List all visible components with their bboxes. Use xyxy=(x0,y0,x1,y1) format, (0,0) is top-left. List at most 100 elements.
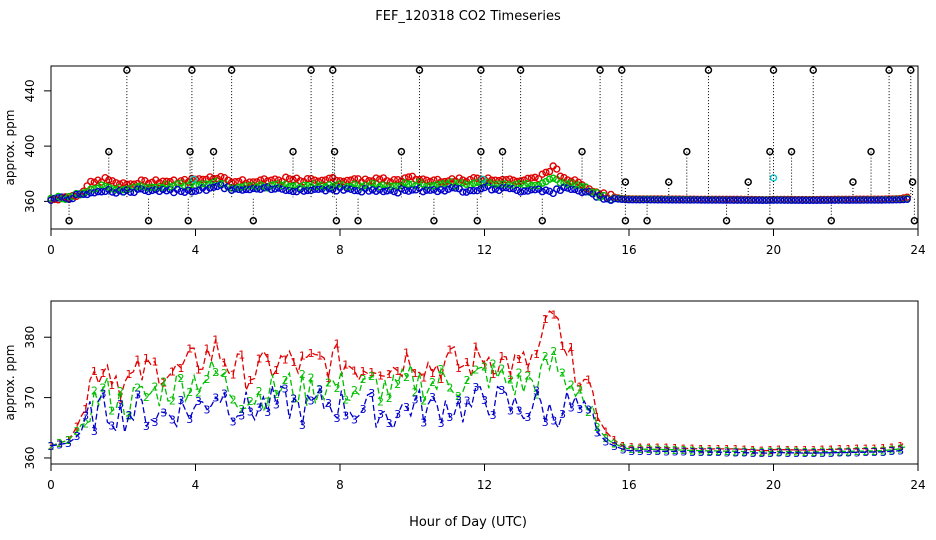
series-marker-3: 3 xyxy=(178,394,185,407)
series-marker-1: 1 xyxy=(568,341,575,354)
series-line-3 xyxy=(50,385,906,454)
data-point xyxy=(553,165,561,173)
data-point xyxy=(220,184,229,193)
data-point xyxy=(889,196,897,204)
series-marker-1: 1 xyxy=(507,369,514,382)
data-point xyxy=(531,185,539,194)
data-point xyxy=(469,179,478,187)
series-marker-2: 2 xyxy=(230,394,237,407)
data-point xyxy=(318,176,326,185)
series-marker-1: 1 xyxy=(663,442,670,455)
series-marker-2: 2 xyxy=(845,445,852,458)
data-point xyxy=(448,183,456,192)
series-marker-3: 3 xyxy=(464,395,471,408)
x-tick-label: 0 xyxy=(47,478,55,492)
series-marker-2: 2 xyxy=(880,445,887,458)
series-marker-1: 1 xyxy=(724,443,731,456)
data-point xyxy=(105,183,113,191)
data-point xyxy=(426,182,435,190)
data-point xyxy=(571,185,579,194)
data-point xyxy=(758,196,767,204)
series-marker-3: 3 xyxy=(455,394,462,407)
series-marker-1: 1 xyxy=(212,333,219,346)
data-point xyxy=(462,180,471,189)
series-marker-3: 3 xyxy=(351,413,358,426)
data-point xyxy=(672,196,680,204)
data-point xyxy=(278,181,286,190)
outlier-point xyxy=(209,147,218,156)
series-marker-3: 3 xyxy=(299,419,306,432)
data-point xyxy=(376,186,384,194)
data-point xyxy=(321,176,330,184)
cyan-point xyxy=(478,175,487,183)
data-point xyxy=(105,176,113,184)
data-point xyxy=(834,196,843,204)
data-point xyxy=(376,182,384,191)
series-marker-3: 3 xyxy=(56,438,63,451)
series-marker-3: 3 xyxy=(282,383,289,396)
series-marker-3: 3 xyxy=(490,409,497,422)
series-marker-1: 1 xyxy=(74,421,81,434)
series-marker-1: 1 xyxy=(273,364,280,377)
data-point xyxy=(368,186,377,194)
data-point xyxy=(527,181,536,190)
data-point xyxy=(365,187,373,195)
data-point xyxy=(712,196,720,204)
series-marker-2: 2 xyxy=(472,363,479,376)
data-point xyxy=(339,177,348,186)
series-marker-2: 2 xyxy=(576,384,583,397)
series-marker-1: 1 xyxy=(351,365,358,378)
data-point xyxy=(502,179,510,188)
series-marker-3: 3 xyxy=(802,447,809,460)
data-point xyxy=(87,189,95,197)
data-point xyxy=(401,179,409,187)
data-point xyxy=(516,188,525,196)
series-marker-2: 2 xyxy=(819,446,826,459)
data-point xyxy=(538,179,546,187)
data-point xyxy=(441,187,449,195)
series-marker-3: 3 xyxy=(342,410,349,423)
data-point xyxy=(513,177,521,186)
series-marker-3: 3 xyxy=(238,409,245,422)
series-marker-3: 3 xyxy=(429,391,436,404)
data-point xyxy=(166,177,174,186)
data-point xyxy=(184,186,192,194)
data-point xyxy=(831,196,839,204)
data-point xyxy=(419,175,427,183)
series-marker-3: 3 xyxy=(247,406,254,419)
outlier-point xyxy=(578,147,586,156)
data-point xyxy=(390,187,398,196)
series-marker-1: 1 xyxy=(516,353,523,366)
series-marker-2: 2 xyxy=(689,444,696,457)
series-marker-1: 1 xyxy=(472,340,479,353)
data-point xyxy=(94,187,102,196)
series-marker-1: 1 xyxy=(689,443,696,456)
data-point xyxy=(209,183,218,191)
outlier-point xyxy=(809,66,817,74)
data-point xyxy=(842,196,850,204)
data-point xyxy=(737,196,745,204)
series-marker-1: 1 xyxy=(758,444,765,457)
data-point xyxy=(777,196,785,204)
series-marker-1: 1 xyxy=(394,365,401,378)
series-marker-1: 1 xyxy=(134,354,141,367)
data-point xyxy=(206,173,214,181)
data-point xyxy=(516,177,525,185)
data-point xyxy=(126,188,135,196)
data-point xyxy=(314,185,323,193)
data-point xyxy=(881,196,890,204)
x-tick-label: 24 xyxy=(910,243,925,257)
series-marker-3: 3 xyxy=(888,445,895,458)
series-marker-2: 2 xyxy=(429,376,436,389)
series-marker-2: 2 xyxy=(732,445,739,458)
series-marker-3: 3 xyxy=(264,406,271,419)
series-marker-1: 1 xyxy=(316,349,323,362)
series-marker-3: 3 xyxy=(438,417,445,430)
data-point xyxy=(654,196,662,204)
series-marker-1: 1 xyxy=(186,342,193,355)
series-marker-1: 1 xyxy=(888,441,895,454)
data-point xyxy=(545,175,554,183)
series-line-1 xyxy=(50,310,906,452)
series-marker-3: 3 xyxy=(862,446,869,459)
series-marker-1: 1 xyxy=(715,443,722,456)
